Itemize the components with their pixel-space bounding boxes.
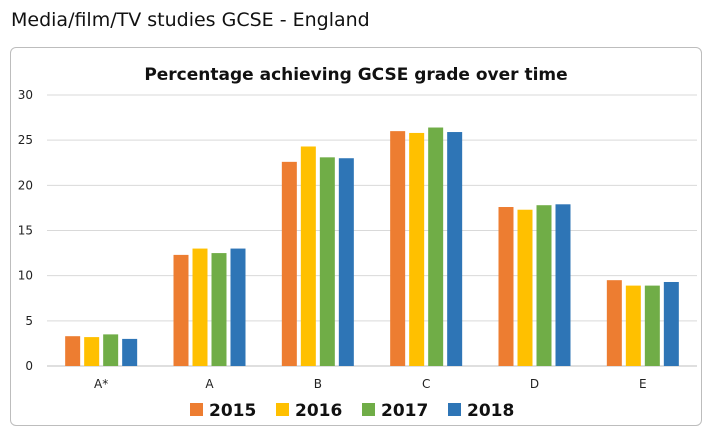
bar-2015-B	[281, 161, 297, 366]
bar-2015-A*	[65, 336, 81, 366]
x-tick-label: C	[422, 377, 430, 391]
bar-2017-A*	[103, 334, 119, 366]
bar-2016-A*	[84, 337, 100, 366]
bar-2016-C	[409, 132, 425, 366]
legend: 2015 2016 2017 2018	[190, 401, 514, 421]
bar-2017-C	[428, 127, 444, 367]
bar-2015-D	[498, 207, 514, 366]
bar-2018-A*	[122, 338, 138, 366]
y-tick-label: 5	[25, 314, 33, 328]
bar-2018-B	[338, 158, 354, 366]
x-tick-label: A	[205, 377, 214, 391]
legend-label-2017: 2017	[381, 401, 428, 421]
bar-2017-E	[644, 285, 660, 366]
bar-2016-A	[192, 248, 208, 366]
bar-2017-D	[536, 205, 552, 366]
x-tick-label: A*	[94, 377, 108, 391]
chart-title: Percentage achieving GCSE grade over tim…	[144, 65, 567, 85]
bar-2016-D	[517, 209, 533, 366]
bar-2017-B	[319, 157, 335, 366]
y-tick-label: 20	[18, 178, 33, 192]
y-tick-label: 30	[18, 88, 33, 102]
y-axis-ticks: 0 5 10 15 20 25 30	[18, 88, 33, 373]
x-tick-label: B	[314, 377, 322, 391]
gridlines	[47, 94, 697, 367]
y-tick-label: 25	[18, 133, 33, 147]
x-axis-ticks: A* A B C D E	[94, 377, 647, 391]
legend-swatch-2016	[276, 403, 289, 416]
bar-2018-E	[663, 281, 679, 366]
bar-2015-E	[606, 280, 622, 366]
y-tick-label: 0	[25, 359, 33, 373]
legend-swatch-2018	[448, 403, 461, 416]
legend-label-2018: 2018	[467, 401, 514, 421]
y-tick-label: 10	[18, 269, 33, 283]
bar-2017-A	[211, 253, 227, 366]
legend-swatch-2017	[362, 403, 375, 416]
bar-2015-A	[173, 254, 189, 366]
x-tick-label: E	[639, 377, 647, 391]
legend-swatch-2015	[190, 403, 203, 416]
bar-2016-E	[625, 285, 641, 366]
page-title: Media/film/TV studies GCSE - England	[11, 9, 370, 31]
legend-label-2016: 2016	[295, 401, 342, 421]
bar-2018-C	[447, 132, 463, 366]
bars	[65, 127, 679, 367]
bar-2015-C	[390, 131, 406, 366]
bar-2018-D	[555, 204, 571, 366]
y-tick-label: 15	[18, 224, 33, 238]
bar-2018-A	[230, 248, 246, 366]
legend-label-2015: 2015	[209, 401, 256, 421]
bar-2016-B	[300, 146, 316, 366]
x-tick-label: D	[530, 377, 539, 391]
